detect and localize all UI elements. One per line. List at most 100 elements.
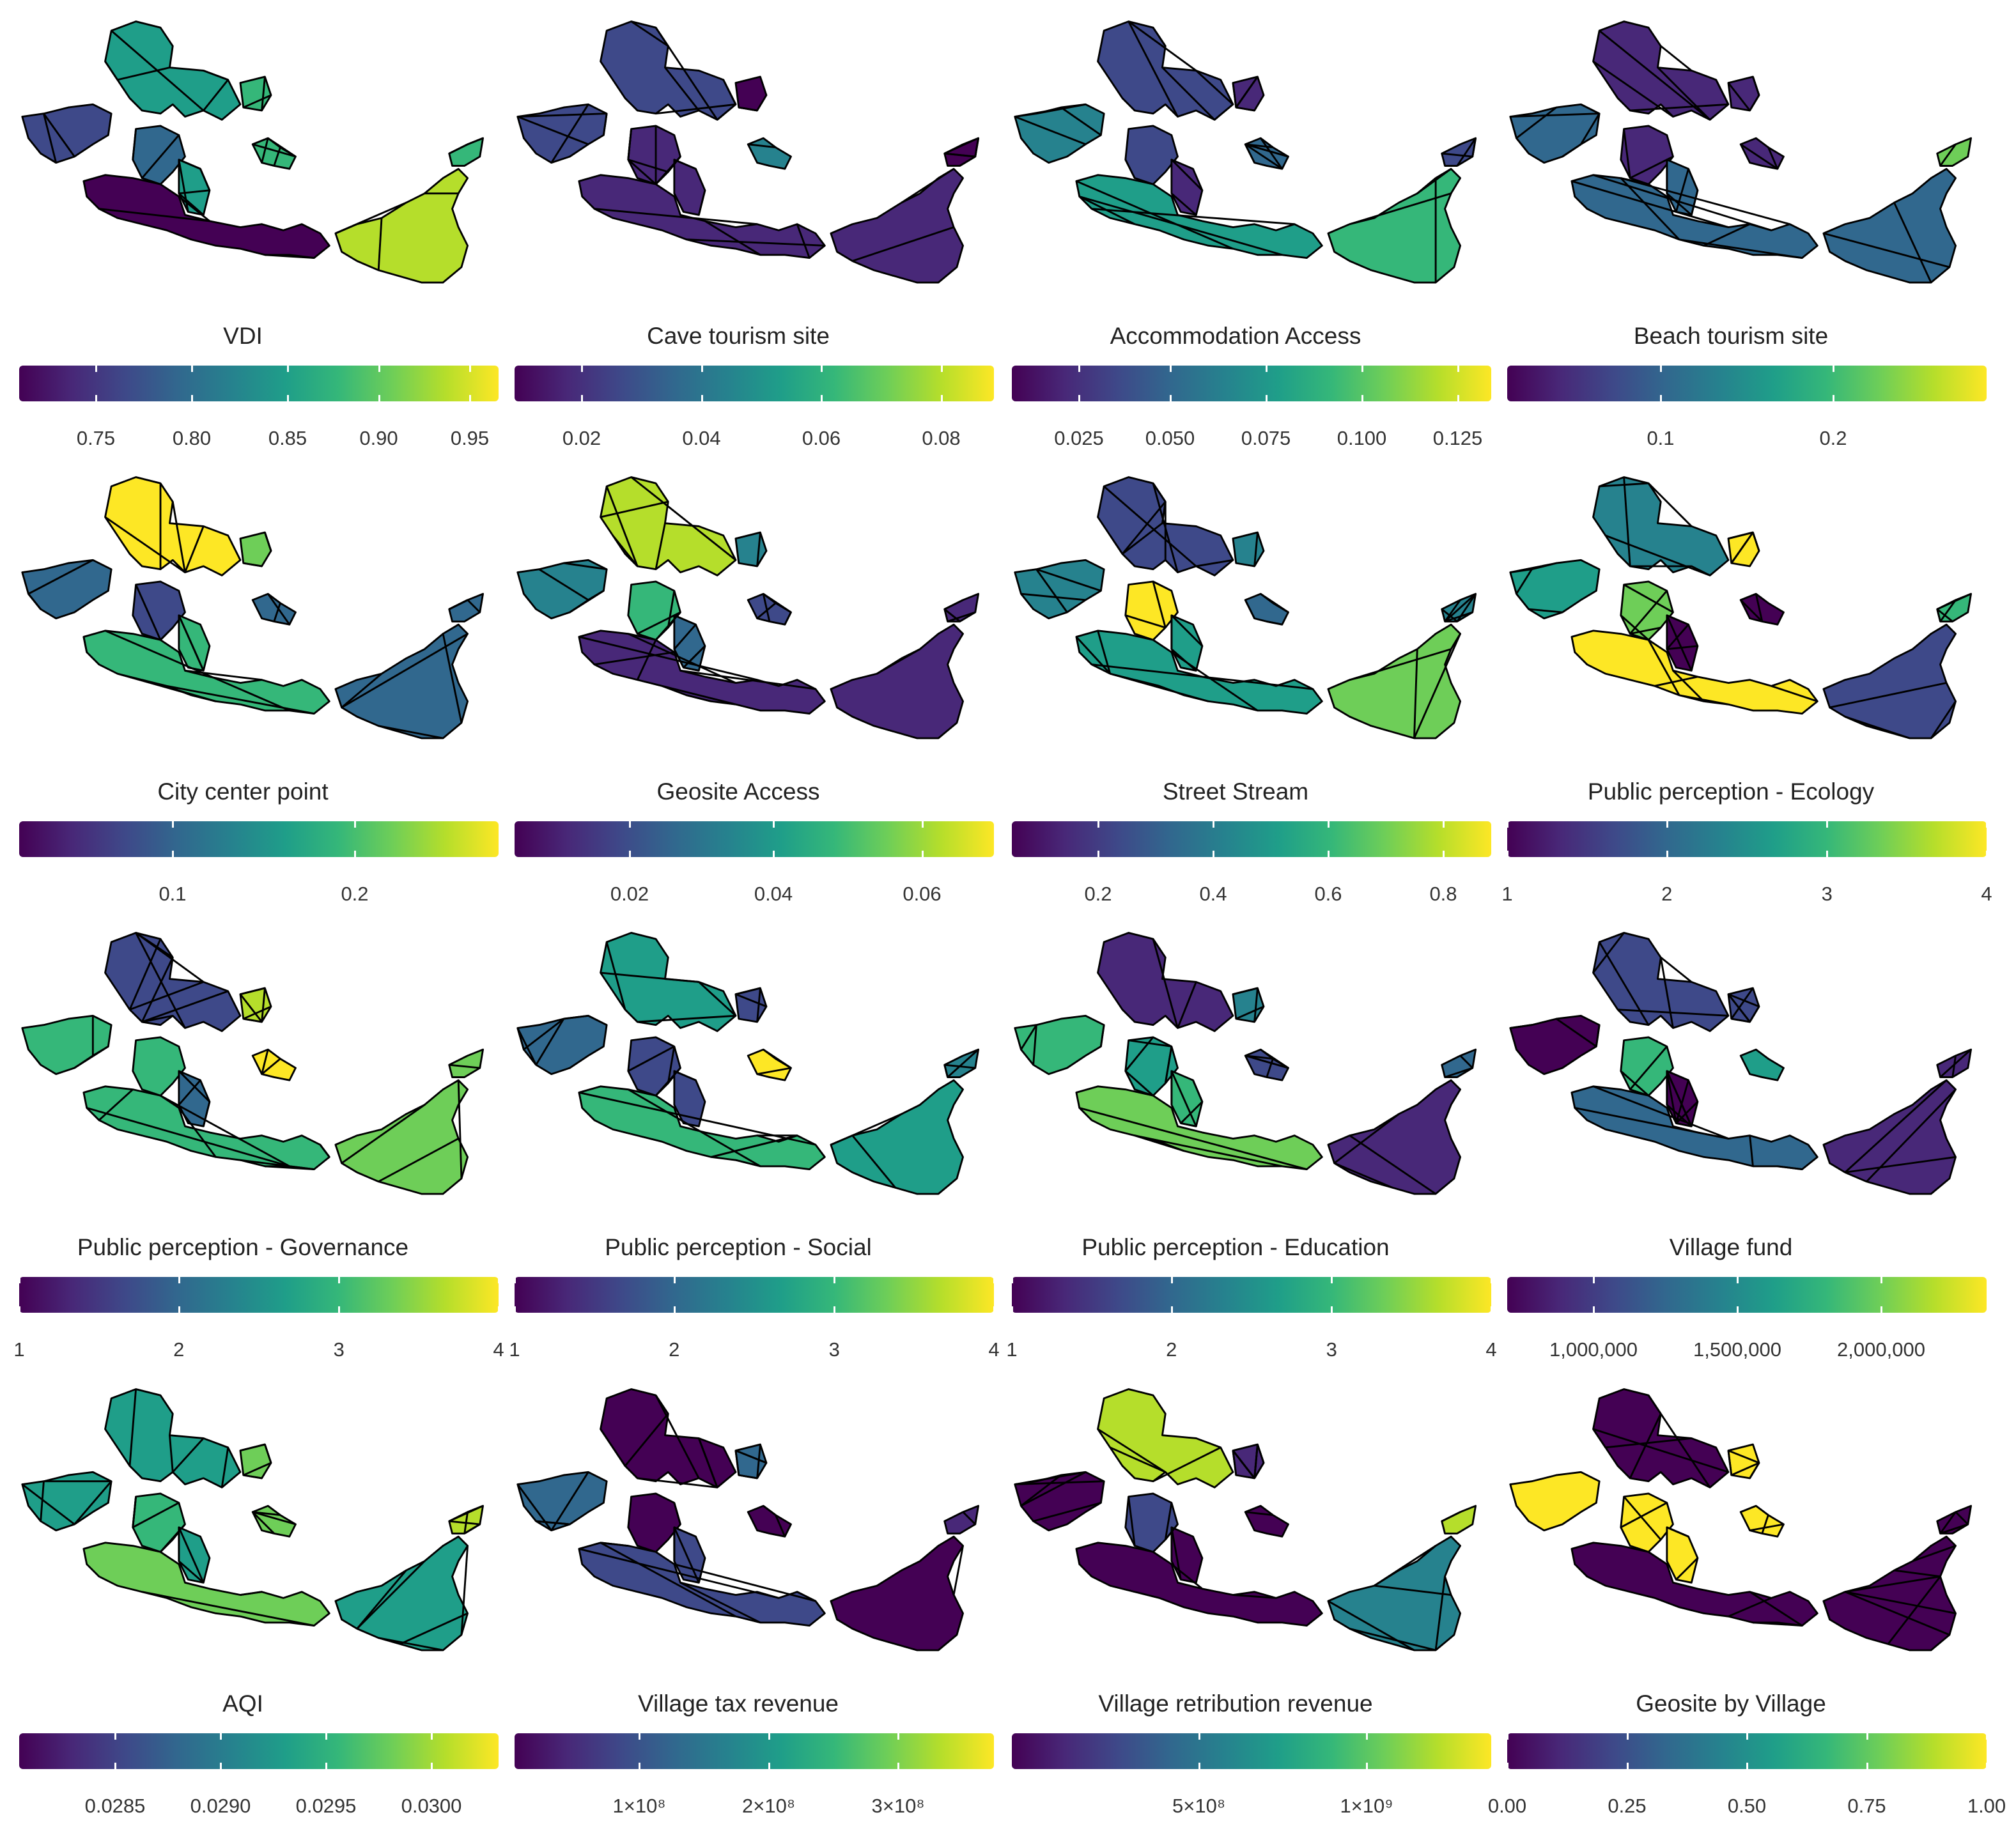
legend-title: Village fund — [1669, 1234, 1793, 1260]
colorbar — [19, 1733, 499, 1769]
village-boundary — [1740, 599, 1763, 622]
colorbar-tick-mark — [469, 395, 471, 401]
colorbar-tick-mark — [1507, 821, 1508, 828]
village-boundary — [104, 630, 290, 712]
village-boundary — [449, 1063, 480, 1069]
village-boundary — [662, 684, 736, 706]
village-boundary — [655, 1395, 700, 1479]
village-boundary — [763, 1505, 777, 1516]
colorbar-tick-label: 1 — [1501, 883, 1513, 905]
village-boundary — [341, 1104, 426, 1164]
village-boundary — [637, 1477, 718, 1488]
village-boundary — [628, 158, 669, 173]
village-boundary — [159, 1524, 186, 1553]
village-boundary — [449, 1504, 484, 1522]
village-boundary — [516, 1483, 552, 1531]
colorbar-tick-mark — [701, 366, 703, 372]
village-boundary — [852, 226, 954, 262]
colorbar-tick-mark — [1331, 1277, 1333, 1283]
colorbar-tick-mark — [1593, 1277, 1595, 1283]
region-area — [1509, 103, 1601, 164]
village-boundary — [947, 1049, 979, 1078]
colorbar-tick-mark — [1737, 1277, 1739, 1283]
colorbar-tick-mark — [821, 366, 823, 372]
village-boundary — [627, 128, 633, 160]
village-boundary — [1152, 27, 1167, 47]
village-boundary — [1749, 1135, 1754, 1166]
colorbar — [515, 1733, 994, 1769]
village-boundary — [563, 1014, 589, 1020]
village-boundary — [1035, 568, 1101, 592]
colorbar — [1507, 1277, 1987, 1313]
map-panel: Geosite Access 0.02 0.04 0.06 — [495, 456, 994, 909]
village-boundary — [667, 1046, 676, 1084]
colorbar-tick-mark — [673, 1306, 676, 1313]
colorbar-tick-label: 0.8 — [1429, 883, 1457, 905]
region-area — [239, 75, 272, 112]
village-boundary — [1124, 1070, 1154, 1097]
village-boundary — [1244, 1504, 1261, 1513]
village-boundary — [1266, 1058, 1274, 1078]
village-boundary — [1730, 532, 1754, 564]
village-boundary — [1715, 79, 1730, 105]
village-boundary — [86, 1107, 290, 1168]
village-boundary — [517, 112, 607, 118]
colorbar-tick-mark — [1666, 821, 1668, 828]
village-boundary — [674, 158, 697, 170]
village-boundary — [594, 651, 675, 666]
village-boundary — [1232, 987, 1258, 996]
colorbar-tick-label: 0.2 — [341, 883, 369, 905]
village-boundary — [1253, 1462, 1265, 1479]
colorbar-tick-mark — [1880, 1306, 1882, 1313]
village-boundary — [1349, 1627, 1436, 1651]
colorbar — [19, 1277, 500, 1313]
village-boundary — [1939, 1511, 1957, 1535]
village-boundary — [1866, 1088, 1957, 1182]
village-boundary — [261, 137, 269, 163]
village-boundary — [536, 1520, 570, 1526]
village-boundary — [686, 238, 825, 247]
village-boundary — [1617, 1009, 1729, 1017]
village-boundary — [1244, 599, 1255, 619]
village-boundary — [1103, 485, 1197, 568]
colorbar-tick-mark — [1265, 366, 1268, 372]
region-area — [1509, 1014, 1601, 1076]
colorbar-tick-mark — [1169, 366, 1172, 372]
colorbar-tick-label: 1×10⁹ — [1340, 1795, 1393, 1817]
village-boundary — [178, 1527, 205, 1583]
village-boundary — [111, 29, 205, 112]
village-boundary — [1033, 1501, 1101, 1522]
colorbar-tick-label: 2,000,000 — [1837, 1338, 1925, 1361]
region-area — [1570, 174, 1818, 259]
village-boundary — [1236, 1005, 1264, 1020]
village-boundary — [1181, 667, 1197, 672]
colorbar-tick-mark — [1986, 1763, 1988, 1769]
colorbar — [1012, 1733, 1491, 1769]
village-boundary — [735, 1159, 761, 1168]
colorbar-tick-label: 0.06 — [903, 883, 942, 905]
colorbar-tick-label: 0.95 — [450, 427, 490, 449]
village-boundary — [1097, 1428, 1167, 1473]
village-boundary — [449, 599, 469, 610]
colorbar-tick-mark — [1593, 1306, 1595, 1313]
region-area — [943, 1504, 980, 1535]
colorbar-tick-mark — [581, 366, 583, 372]
village-boundary — [1660, 45, 1693, 72]
village-boundary — [104, 516, 186, 573]
colorbar-tick-mark — [95, 366, 97, 372]
village-boundary — [1845, 716, 1910, 739]
legend-title: Village tax revenue — [637, 1690, 839, 1717]
village-boundary — [1939, 599, 1957, 622]
colorbar-tick-mark — [1666, 851, 1668, 857]
village-boundary — [683, 667, 699, 672]
region-area — [578, 174, 826, 259]
village-boundary — [1471, 137, 1477, 157]
village-boundary — [974, 137, 980, 157]
village-boundary — [775, 1515, 786, 1537]
region-area — [1592, 932, 1730, 1032]
colorbar-tick-mark — [897, 1733, 899, 1740]
village-boundary — [460, 1545, 469, 1635]
village-boundary — [1196, 559, 1234, 568]
colorbar-tick-label: 3 — [828, 1338, 840, 1361]
colorbar-tick-mark — [1443, 821, 1445, 828]
